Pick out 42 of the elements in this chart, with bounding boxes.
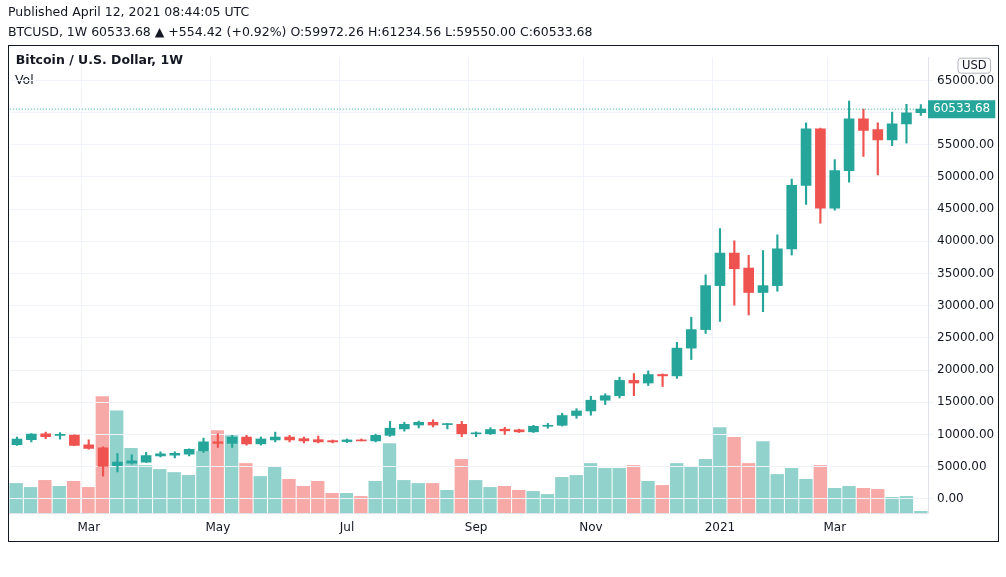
- y-tick-label: 30000.00: [937, 297, 995, 312]
- bar: [655, 485, 670, 513]
- x-tick-label: May: [205, 520, 231, 535]
- chart-title: Bitcoin / U.S. Dollar, 1W: [15, 51, 184, 67]
- bar: [425, 483, 440, 513]
- y-tick-label: 50000.00: [937, 169, 995, 184]
- x-tick-label: 2021: [704, 520, 736, 535]
- bar: [66, 481, 81, 513]
- bar: [641, 481, 655, 513]
- bar: [440, 490, 454, 513]
- y-tick-label: 15000.00: [937, 394, 995, 409]
- chart-subtitle: BTCUSD, 1W 60533.68 ▲ +554.42 (+0.92%) O:59972.26 H:61234.56 L:59550.00 C:60533.68: [8, 23, 593, 41]
- bar: [239, 463, 253, 513]
- y-axis-title: USD: [962, 57, 987, 72]
- y-tick-label: 35000.00: [937, 265, 995, 280]
- y-tick-label: 5000.00: [937, 458, 987, 473]
- bar: [354, 496, 368, 513]
- candlestick: [858, 108, 869, 157]
- y-tick-label: 10000.00: [937, 426, 995, 441]
- bar: [210, 430, 224, 513]
- x-tick-label: Mar: [77, 520, 101, 535]
- bar: [454, 459, 468, 513]
- x-tick-label: Nov: [579, 520, 603, 535]
- y-tick-label: 55000.00: [937, 136, 995, 151]
- bar: [339, 493, 354, 513]
- bar: [626, 465, 641, 513]
- y-tick-label: 20000.00: [937, 362, 995, 377]
- bar: [52, 486, 66, 513]
- y-tick-label: 45000.00: [937, 201, 995, 216]
- y-tick-label: 25000.00: [937, 330, 995, 345]
- bar: [224, 435, 239, 513]
- text: Published April 12, 2021 08:44:05 UTC: [8, 3, 251, 21]
- candlestick: [112, 453, 123, 473]
- x-tick-label: Mar: [823, 520, 847, 535]
- bar: [813, 465, 827, 513]
- bar: [38, 480, 52, 513]
- y-tick-label: 40000.00: [937, 233, 995, 248]
- y-tick-label: 65000.00: [937, 72, 995, 87]
- y-tick-label: 0.00: [937, 490, 964, 505]
- x-tick-label: Jul: [338, 520, 355, 535]
- x-tick-label: Sep: [464, 520, 488, 535]
- ref-line-label: 60533.68: [933, 101, 991, 116]
